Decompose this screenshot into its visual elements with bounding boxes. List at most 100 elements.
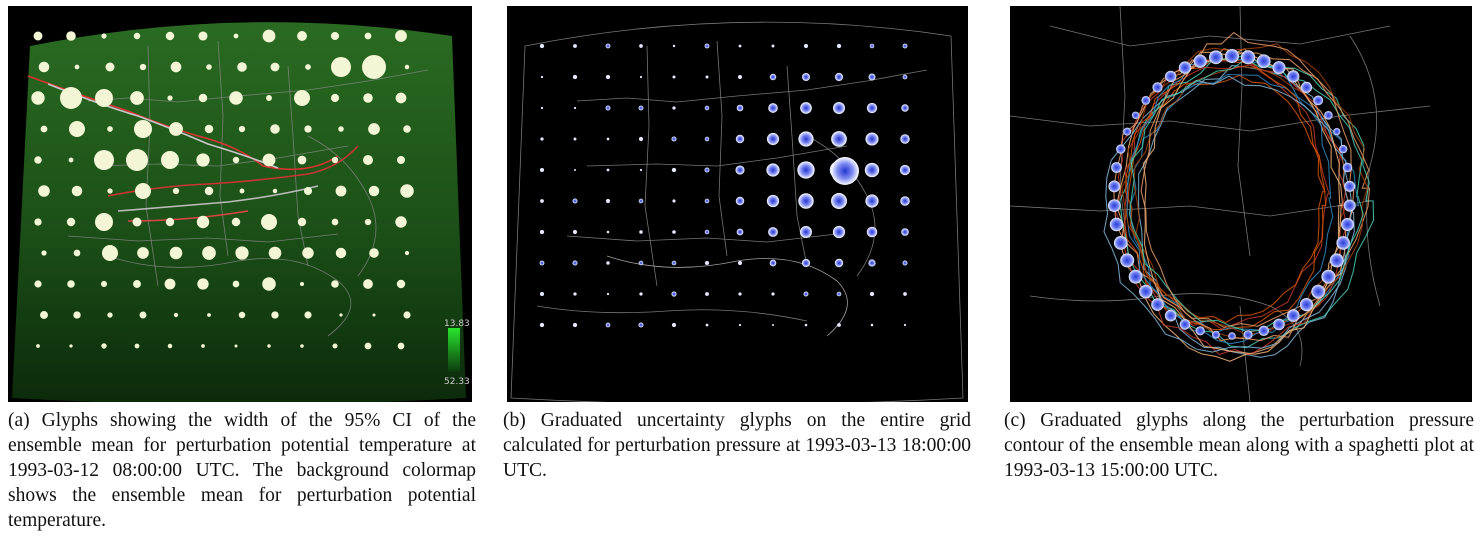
ci-glyph xyxy=(237,62,247,72)
map-borders xyxy=(536,40,928,337)
ci-glyph xyxy=(261,214,277,230)
ci-glyph xyxy=(38,61,50,73)
ci-glyph xyxy=(196,215,210,229)
contour-glyph xyxy=(1108,180,1121,193)
uncertainty-glyph xyxy=(704,105,710,111)
contour-glyph xyxy=(1128,269,1143,284)
ci-glyph xyxy=(73,249,81,257)
contour-glyph xyxy=(1287,70,1300,83)
ci-glyph xyxy=(67,280,75,288)
model-domain-outline xyxy=(510,21,964,402)
ensemble-member-contour xyxy=(1138,64,1355,358)
ci-glyph xyxy=(363,93,373,103)
ci-glyph xyxy=(396,155,406,165)
ci-glyph xyxy=(403,311,411,319)
contour-glyph xyxy=(1209,50,1223,65)
contour-glyph xyxy=(1193,54,1207,68)
ci-glyph xyxy=(170,61,182,73)
uncertainty-glyph xyxy=(572,74,578,80)
ci-glyph xyxy=(362,55,386,79)
ci-glyph xyxy=(204,186,214,196)
contour-glyph xyxy=(1311,284,1326,299)
uncertainty-glyph xyxy=(639,44,643,48)
contour-glyph xyxy=(1342,162,1353,173)
ci-glyph xyxy=(362,154,374,166)
ci-glyph xyxy=(202,246,216,260)
ci-glyph xyxy=(130,91,144,105)
ci-glyph xyxy=(238,311,246,319)
ci-glyph xyxy=(196,153,210,167)
ensemble-member-contour xyxy=(1124,59,1326,324)
ci-glyph xyxy=(335,185,347,197)
ci-glyph xyxy=(74,64,80,70)
uncertainty-glyph xyxy=(539,43,545,49)
map-borders xyxy=(1010,6,1431,402)
ci-glyph xyxy=(34,280,42,288)
ci-glyph xyxy=(331,57,351,77)
uncertainty-glyph xyxy=(572,198,578,204)
contour-glyph xyxy=(1151,298,1164,311)
uncertainty-glyph xyxy=(900,134,910,144)
ensemble-member-contour xyxy=(1121,43,1369,335)
uncertainty-glyph xyxy=(572,260,578,266)
uncertainty-glyph xyxy=(766,132,780,146)
ci-glyph xyxy=(300,344,304,348)
uncertainty-glyph xyxy=(902,74,908,80)
panel-b-image xyxy=(507,6,968,402)
ci-glyph xyxy=(95,89,113,107)
uncertainty-glyph xyxy=(672,230,676,234)
ci-glyph xyxy=(368,185,380,197)
uncertainty-glyph xyxy=(605,43,611,49)
contour-glyph xyxy=(1164,309,1177,322)
ci-glyph xyxy=(302,247,314,259)
ensemble-member-contour xyxy=(1142,52,1342,355)
uncertainty-glyph xyxy=(572,322,578,328)
ci-glyph xyxy=(133,32,141,40)
ci-glyph xyxy=(270,62,280,72)
uncertainty-glyph xyxy=(736,104,744,112)
uncertainty-glyph xyxy=(606,168,610,172)
uncertainty-glyph xyxy=(540,199,544,203)
ci-glyph xyxy=(40,125,48,133)
uncertainty-glyph xyxy=(639,168,643,172)
ci-glyph xyxy=(38,185,50,197)
uncertainty-glyph xyxy=(573,292,577,296)
ci-glyph xyxy=(297,155,307,165)
uncertainty-glyph xyxy=(539,167,545,173)
caption-c: (c) Graduated glyphs along the perturbat… xyxy=(1004,410,1474,481)
uncertainty-glyph xyxy=(864,162,880,178)
ci-glyph xyxy=(270,124,280,134)
ci-glyph xyxy=(262,153,276,167)
uncertainty-glyph xyxy=(800,226,812,238)
contour-glyph xyxy=(1287,309,1300,322)
contour-glyph xyxy=(1339,144,1348,154)
ci-glyph xyxy=(396,279,406,289)
uncertainty-glyph xyxy=(705,75,709,79)
ci-glyph xyxy=(107,126,113,132)
ensemble-member-contour xyxy=(1119,53,1375,349)
uncertainty-glyph xyxy=(834,258,844,268)
ci-glyph xyxy=(161,151,179,169)
uncertainty-glyph xyxy=(638,105,644,111)
uncertainty-glyph xyxy=(572,229,578,235)
uncertainty-glyph xyxy=(573,106,577,110)
caption-a: (a) Glyphs showing the width of the 95% … xyxy=(8,410,476,531)
ci-glyph xyxy=(305,64,311,70)
colorbar-min-label: 52.33 xyxy=(444,377,470,387)
panel-a-map: 13.83 52.33 xyxy=(12,22,470,402)
ci-glyph xyxy=(207,313,211,317)
ensemble-member-contour xyxy=(1128,58,1364,332)
ci-glyph xyxy=(169,122,183,136)
ensemble-member-contour xyxy=(1140,31,1355,342)
ci-glyph xyxy=(234,344,238,348)
contour-glyph xyxy=(1141,96,1151,105)
uncertainty-glyph xyxy=(671,291,677,297)
uncertainty-glyph xyxy=(738,75,742,79)
ci-glyph xyxy=(233,33,239,39)
ci-glyph xyxy=(235,246,249,260)
uncertainty-glyph xyxy=(638,198,644,204)
ci-glyph xyxy=(132,217,142,227)
ci-glyph xyxy=(331,280,339,288)
contour-glyph xyxy=(1333,128,1341,136)
ci-glyph xyxy=(363,279,373,289)
